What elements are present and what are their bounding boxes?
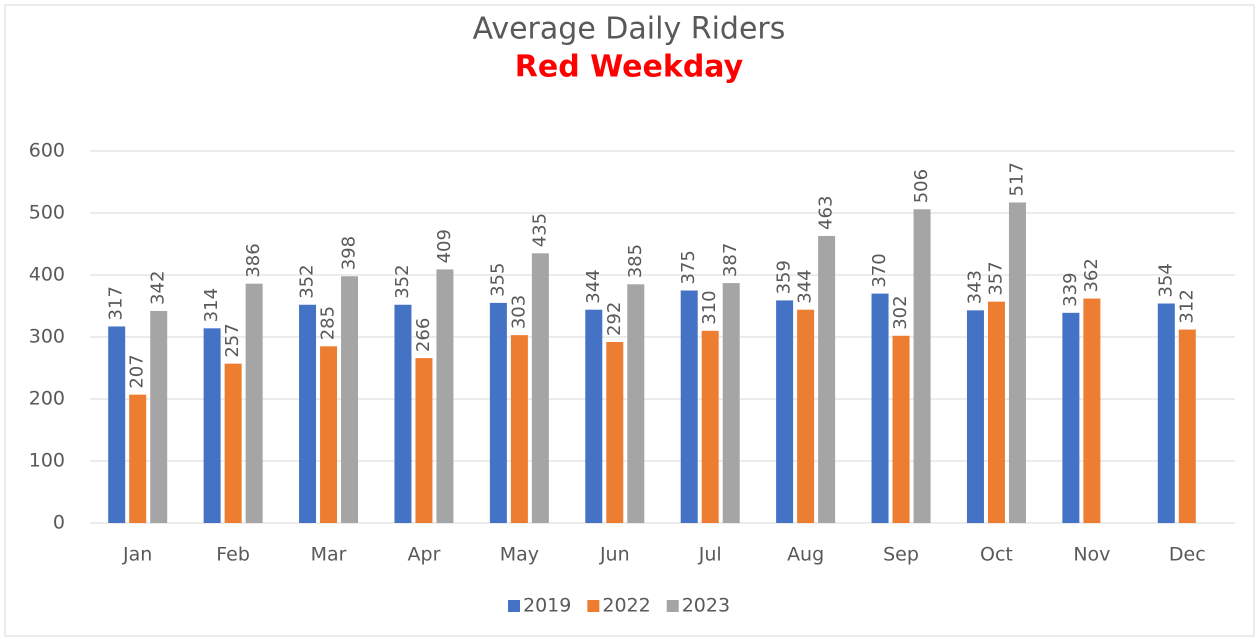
bar [627,284,645,523]
bar [797,309,815,523]
bar [776,300,794,523]
bar [415,358,433,523]
x-tick-label: Oct [980,544,1013,566]
data-label: 352 [297,264,318,298]
x-tick-label: May [500,544,539,566]
bar [1178,329,1196,523]
bar [299,304,317,523]
data-label: 355 [487,263,508,297]
data-label: 312 [1176,289,1197,323]
bar [1083,298,1101,523]
bar [892,335,910,523]
bar [1062,312,1080,523]
y-tick-label: 400 [29,264,65,286]
data-label: 387 [720,243,741,277]
data-label: 357 [985,261,1006,295]
data-label: 207 [127,354,148,388]
data-label: 257 [222,323,243,357]
data-label: 344 [583,269,604,303]
legend-label: 2019 [523,595,571,617]
chart-title: Average Daily Riders [473,12,786,47]
bar [224,363,242,523]
data-label: 343 [964,270,985,304]
bar [818,235,836,523]
bar [966,310,984,523]
x-tick-label: Jan [122,544,152,566]
bar [531,253,549,524]
data-label: 409 [434,229,455,263]
bar [987,301,1005,523]
y-tick-label: 0 [53,512,65,534]
legend-label: 2023 [682,595,730,617]
bar [701,330,719,523]
data-label: 463 [816,196,837,230]
data-label: 398 [339,236,360,270]
y-tick-label: 100 [29,450,65,472]
bar [871,293,889,523]
bar [436,269,454,523]
data-label: 310 [699,290,720,324]
data-label: 386 [243,243,264,277]
x-tick-label: Jun [599,544,630,566]
data-label: 303 [508,295,529,329]
data-label: 385 [625,244,646,278]
data-label: 285 [318,306,339,340]
chart-subtitle: Red Weekday [515,50,744,85]
bar [150,310,168,523]
data-label: 354 [1155,263,1176,297]
x-tick-label: Apr [408,544,441,566]
data-label: 314 [201,288,222,322]
y-tick-label: 500 [29,202,65,224]
x-tick-label: Jul [698,544,722,566]
y-tick-label: 600 [29,140,65,162]
data-label: 342 [148,271,169,305]
legend-swatch [666,600,679,612]
data-label: 352 [392,264,413,298]
x-tick-label: Mar [311,544,347,566]
bar [913,209,931,523]
legend-swatch [587,600,600,612]
data-label: 375 [678,250,699,284]
bar [680,290,698,523]
data-label: 339 [1060,272,1081,306]
bar [585,309,603,523]
bar [108,326,126,523]
data-label: 362 [1081,258,1102,292]
bar [341,276,359,523]
bar [245,283,263,523]
x-tick-label: Sep [883,544,919,566]
x-tick-label: Nov [1073,544,1110,566]
bar [489,302,507,523]
bar [1008,202,1026,523]
y-tick-label: 300 [29,326,65,348]
data-label: 302 [890,295,911,329]
bar [320,346,338,523]
bar [606,341,624,523]
data-label: 344 [795,269,816,303]
data-label: 370 [869,253,890,287]
x-tick-label: Dec [1169,544,1206,566]
data-label: 517 [1006,162,1027,196]
data-label: 506 [911,169,932,203]
data-label: 266 [413,318,434,352]
y-tick-label: 200 [29,388,65,410]
legend-label: 2022 [602,595,650,617]
data-label: 359 [774,260,795,294]
data-label: 317 [106,286,127,320]
data-label: 292 [604,302,625,336]
bar [203,328,221,523]
legend-swatch [508,600,520,612]
bar [129,394,147,523]
bar [394,304,412,523]
x-tick-label: Feb [216,544,250,566]
bar [510,335,528,523]
data-label: 435 [529,213,550,247]
bar [1157,303,1175,523]
x-tick-label: Aug [787,544,824,566]
bar [722,283,740,523]
